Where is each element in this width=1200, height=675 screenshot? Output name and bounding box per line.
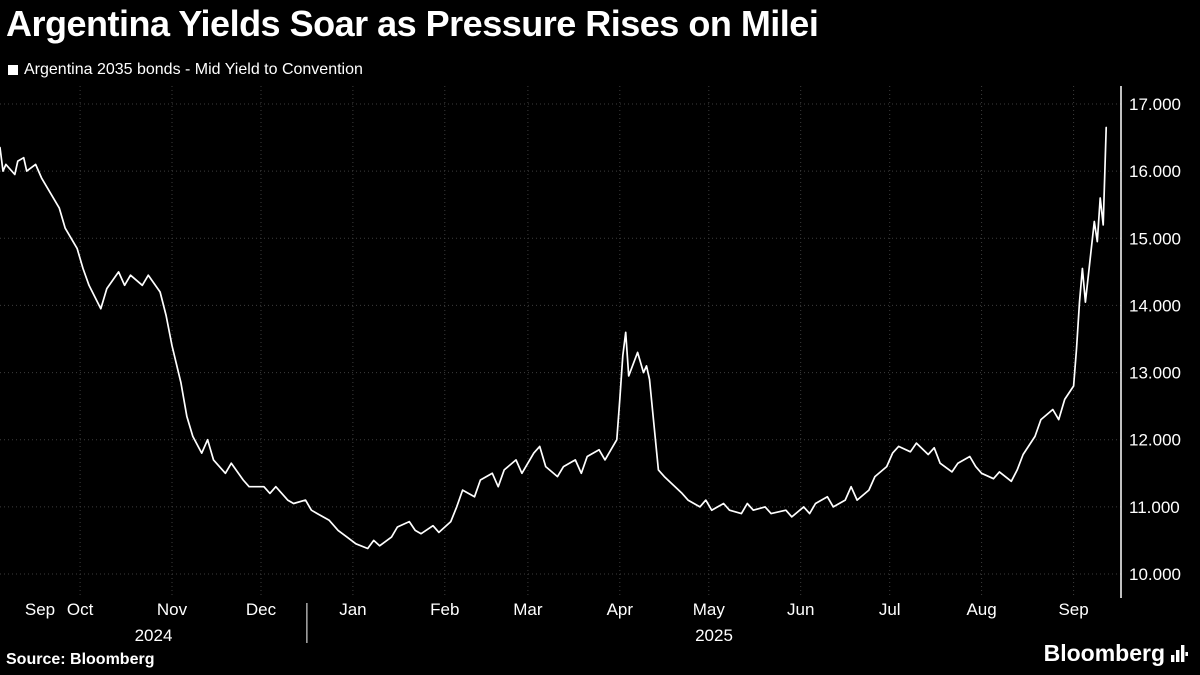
x-axis-month-label: May — [693, 600, 726, 619]
chart-svg: 17.000 16.000 15.000 14.000 13.000 12.000 11.0… — [0, 86, 1181, 645]
x-axis-month-label: Jan — [339, 600, 366, 619]
legend-swatch-icon — [8, 65, 18, 75]
x-axis-month-label: Nov — [157, 600, 188, 619]
x-axis-month-label: Feb — [430, 600, 459, 619]
chart-area: 17.000 16.000 15.000 14.000 13.000 12.000 11.0… — [0, 86, 1200, 648]
x-axis-year-label: 2024 — [135, 626, 173, 645]
x-axis-month-label: Apr — [607, 600, 634, 619]
x-axis-month-label: Sep — [1058, 600, 1088, 619]
x-axis-month-label: Aug — [966, 600, 996, 619]
x-axis-year-label: 2025 — [695, 626, 733, 645]
bloomberg-chart-icon — [1171, 645, 1188, 662]
y-axis-label: 14.000 — [1129, 296, 1181, 315]
x-axis-month-label: Jul — [879, 600, 901, 619]
legend-label: Argentina 2035 bonds - Mid Yield to Conv… — [24, 61, 363, 78]
y-axis-label: 10.000 — [1129, 565, 1181, 584]
bloomberg-logo-text: Bloomberg — [1043, 640, 1165, 666]
y-axis-label: 17.000 — [1129, 95, 1181, 114]
y-axis-label: 11.000 — [1129, 498, 1180, 517]
y-axis-label: 12.000 — [1129, 431, 1181, 450]
series-line — [0, 126, 1108, 550]
x-axis-month-label: Mar — [513, 600, 543, 619]
y-axis-label: 13.000 — [1129, 364, 1181, 383]
y-axis-label: 15.000 — [1129, 229, 1181, 248]
source-text: Source: Bloomberg — [6, 651, 155, 668]
bloomberg-logo: Bloomberg — [1044, 640, 1188, 667]
legend: Argentina 2035 bonds - Mid Yield to Conv… — [8, 61, 363, 79]
x-axis-month-label: Oct — [67, 600, 94, 619]
chart-title: Argentina Yields Soar as Pressure Rises … — [6, 3, 819, 44]
x-axis-month-label: Jun — [787, 600, 814, 619]
y-axis-label: 16.000 — [1129, 162, 1181, 181]
x-axis-month-label: Sep — [25, 600, 55, 619]
x-axis-month-label: Dec — [246, 600, 277, 619]
